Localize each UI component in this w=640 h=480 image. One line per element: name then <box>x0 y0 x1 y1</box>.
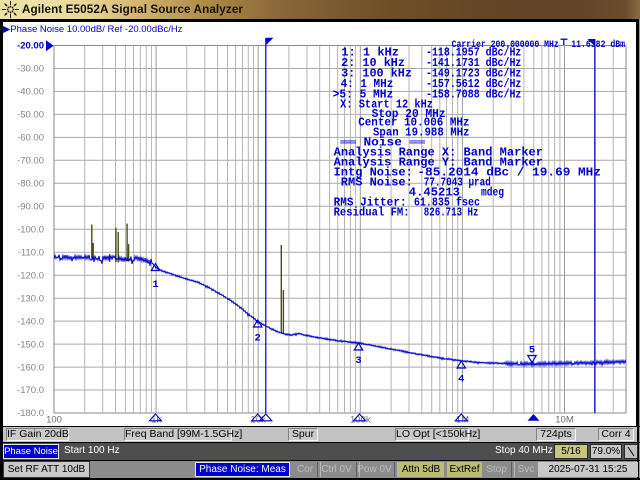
svg-text:-100.0: -100.0 <box>17 224 44 235</box>
svg-text:-85.2014 dBc / 19.69 MHz: -85.2014 dBc / 19.69 MHz <box>417 166 601 179</box>
svg-text:══ Noise ══: ══ Noise ══ <box>339 136 425 149</box>
svg-text:-70.00: -70.00 <box>17 156 44 167</box>
svg-text:4: 4 <box>458 374 464 386</box>
svg-text:10k: 10k <box>251 415 267 426</box>
svg-text:Residual FM:: Residual FM: <box>334 206 410 219</box>
svg-text:-141.1731 dBc/Hz: -141.1731 dBc/Hz <box>426 57 521 70</box>
svg-text:RMS Noise:: RMS Noise: <box>341 176 413 189</box>
svg-text:1: 1 kHz: 1: 1 kHz <box>334 46 399 59</box>
svg-text:Analysis Range Y: Band Marker: Analysis Range Y: Band Marker <box>334 156 543 169</box>
svg-text:-150.0: -150.0 <box>17 339 44 350</box>
svg-text:1: 1 <box>152 279 158 291</box>
svg-text:RMS Jitter:: RMS Jitter: <box>334 196 407 209</box>
svg-text:-20.00: -20.00 <box>17 41 44 52</box>
svg-text:826.713 Hz: 826.713 Hz <box>424 206 479 219</box>
svg-text:-157.5612 dBc/Hz: -157.5612 dBc/Hz <box>426 78 521 91</box>
svg-text:-180.0: -180.0 <box>17 408 44 419</box>
svg-text:2: 10 kHz: 2: 10 kHz <box>334 57 405 70</box>
svg-text:-30.00: -30.00 <box>17 64 44 75</box>
svg-text:2: 2 <box>255 333 261 345</box>
svg-text:11.6382 dBm: 11.6382 dBm <box>571 39 625 51</box>
svg-text:-50.00: -50.00 <box>17 110 44 121</box>
svg-text:-130.0: -130.0 <box>17 293 44 304</box>
svg-text:100k: 100k <box>350 415 371 426</box>
svg-text:4.45213: 4.45213 <box>409 186 460 199</box>
svg-text:-160.0: -160.0 <box>17 362 44 373</box>
svg-text:10M: 10M <box>555 415 574 426</box>
svg-text:Span 19.988 MHz: Span 19.988 MHz <box>373 126 470 139</box>
svg-text:-118.1957 dBc/Hz: -118.1957 dBc/Hz <box>426 46 521 59</box>
svg-text:3: 100 kHz: 3: 100 kHz <box>334 67 412 80</box>
svg-text:-120.0: -120.0 <box>17 270 44 281</box>
svg-text:Carrier 200.000000 MHz: Carrier 200.000000 MHz <box>452 39 559 51</box>
svg-text:61.835 fsec: 61.835 fsec <box>414 196 480 209</box>
svg-text:-170.0: -170.0 <box>17 385 44 396</box>
svg-text:77.7043 μrad: 77.7043 μrad <box>424 176 491 189</box>
svg-text:Center 10.006 MHz: Center 10.006 MHz <box>358 116 469 129</box>
svg-text:1M: 1M <box>456 415 469 426</box>
svg-text:-149.1723 dBc/Hz: -149.1723 dBc/Hz <box>426 67 521 80</box>
svg-text:-110.0: -110.0 <box>18 247 44 258</box>
svg-text:>5: 5 MHz: >5: 5 MHz <box>333 88 394 101</box>
svg-text:100: 100 <box>46 415 62 426</box>
svg-text:1k: 1k <box>151 415 161 426</box>
svg-text:3: 3 <box>355 355 361 367</box>
svg-text:Analysis Range X: Band Marker: Analysis Range X: Band Marker <box>334 146 543 159</box>
svg-text:X: Start 12 kHz: X: Start 12 kHz <box>334 99 433 112</box>
svg-text:-140.0: -140.0 <box>17 316 44 327</box>
svg-text:-80.00: -80.00 <box>17 179 44 190</box>
svg-text:-60.00: -60.00 <box>17 133 44 144</box>
svg-text:Stop 20 MHz: Stop 20 MHz <box>372 108 446 121</box>
svg-text:-90.00: -90.00 <box>17 202 44 213</box>
svg-text:5: 5 <box>529 345 535 357</box>
svg-text:mdeg: mdeg <box>481 186 504 199</box>
svg-text:4: 1 MHz: 4: 1 MHz <box>334 78 393 91</box>
svg-text:-158.7088 dBc/Hz: -158.7088 dBc/Hz <box>426 88 521 101</box>
svg-text:-40.00: -40.00 <box>17 87 44 98</box>
svg-text:Intg Noise:: Intg Noise: <box>334 166 413 179</box>
